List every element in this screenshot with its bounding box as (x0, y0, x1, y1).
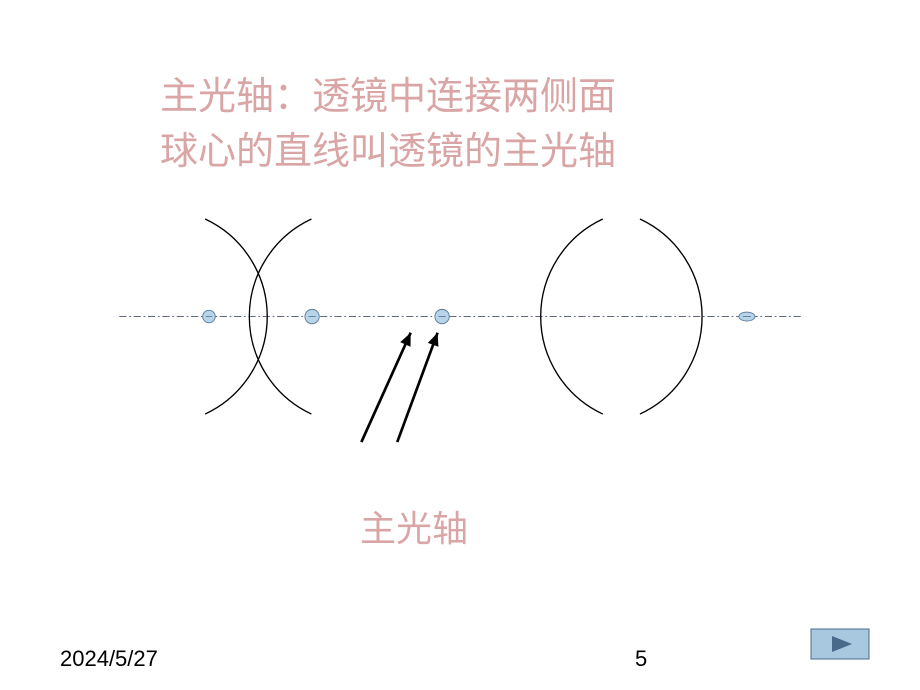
axis-label: 主光轴 (360, 500, 468, 552)
next-button[interactable] (810, 628, 870, 660)
pointer-arrows (361, 333, 438, 442)
footer-page-number: 5 (635, 646, 647, 672)
title-line-1: 主光轴：透镜中连接两侧面 (160, 70, 760, 125)
title-block: 主光轴：透镜中连接两侧面 球心的直线叫透镜的主光轴 (160, 70, 760, 180)
forward-icon (810, 628, 870, 660)
lens-diagram (80, 200, 840, 460)
title-line-2: 球心的直线叫透镜的主光轴 (160, 125, 760, 180)
footer-date: 2024/5/27 (60, 646, 158, 672)
diagram-svg (80, 200, 840, 460)
